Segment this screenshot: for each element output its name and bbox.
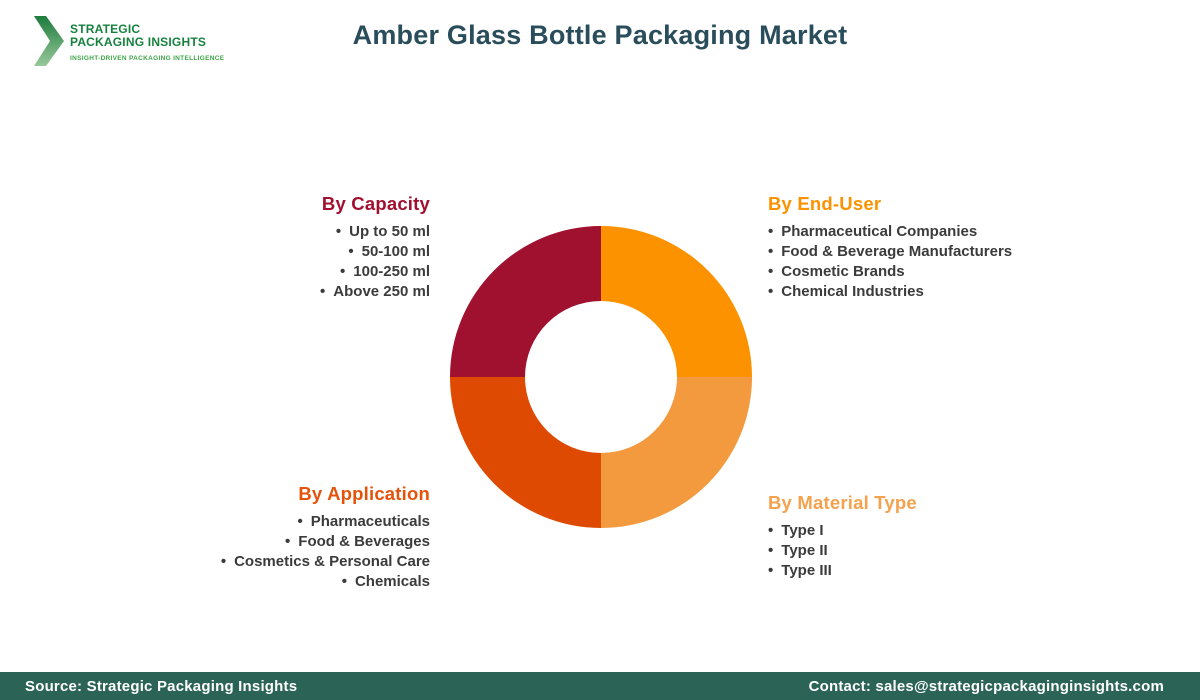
donut-segment: [601, 377, 752, 528]
section-heading-end-user: By End-User: [768, 193, 882, 214]
company-logo: STRATEGIC PACKAGING INSIGHTS INSIGHT-DRI…: [34, 16, 224, 66]
list-item: Chemical Industries: [768, 282, 1012, 302]
donut-segment: [601, 226, 752, 377]
section-heading-material-type: By Material Type: [768, 492, 917, 513]
capacity-list: Up to 50 ml 50-100 ml 100-250 ml Above 2…: [320, 222, 430, 302]
list-item: Chemicals: [221, 572, 430, 592]
donut-chart-svg: [450, 226, 752, 528]
footer-source: Source: Strategic Packaging Insights: [25, 677, 298, 695]
section-by-capacity: By Capacity Up to 50 ml 50-100 ml 100-25…: [320, 194, 430, 302]
section-by-end-user: By End-User Pharmaceutical Companies Foo…: [768, 194, 1012, 302]
section-heading-application: By Application: [298, 483, 430, 504]
list-item: Food & Beverage Manufacturers: [768, 242, 1012, 262]
section-by-material-type: By Material Type Type I Type II Type III: [768, 493, 917, 581]
footer-contact: Contact: sales@strategicpackaginginsight…: [808, 677, 1164, 695]
list-item: Type II: [768, 541, 917, 561]
list-item: 50-100 ml: [320, 242, 430, 262]
section-heading-capacity: By Capacity: [321, 193, 430, 214]
logo-tagline: INSIGHT-DRIVEN PACKAGING INTELLIGENCE: [70, 55, 225, 62]
list-item: Food & Beverages: [221, 532, 430, 552]
end-user-list: Pharmaceutical Companies Food & Beverage…: [768, 222, 1012, 302]
list-item: Pharmaceutical Companies: [768, 222, 1012, 242]
list-item: Type III: [768, 561, 917, 581]
list-item: 100-250 ml: [320, 262, 430, 282]
list-item: Cosmetic Brands: [768, 262, 1012, 282]
logo-text: STRATEGIC PACKAGING INSIGHTS INSIGHT-DRI…: [70, 16, 225, 63]
section-by-application: By Application Pharmaceuticals Food & Be…: [221, 484, 430, 592]
logo-line-2: PACKAGING INSIGHTS: [70, 35, 207, 49]
application-list: Pharmaceuticals Food & Beverages Cosmeti…: [221, 512, 430, 592]
donut-chart: [450, 226, 752, 528]
donut-segment: [450, 377, 601, 528]
list-item: Type I: [768, 521, 917, 541]
list-item: Pharmaceuticals: [221, 512, 430, 532]
chevron-arrow-icon: [34, 16, 64, 66]
page-title: Amber Glass Bottle Packaging Market: [352, 20, 848, 50]
list-item: Above 250 ml: [320, 282, 430, 302]
footer-bar: Source: Strategic Packaging Insights Con…: [0, 672, 1200, 700]
donut-segment: [450, 226, 601, 377]
list-item: Up to 50 ml: [320, 222, 430, 242]
material-type-list: Type I Type II Type III: [768, 521, 917, 581]
list-item: Cosmetics & Personal Care: [221, 552, 430, 572]
logo-line-1: STRATEGIC: [70, 22, 141, 36]
